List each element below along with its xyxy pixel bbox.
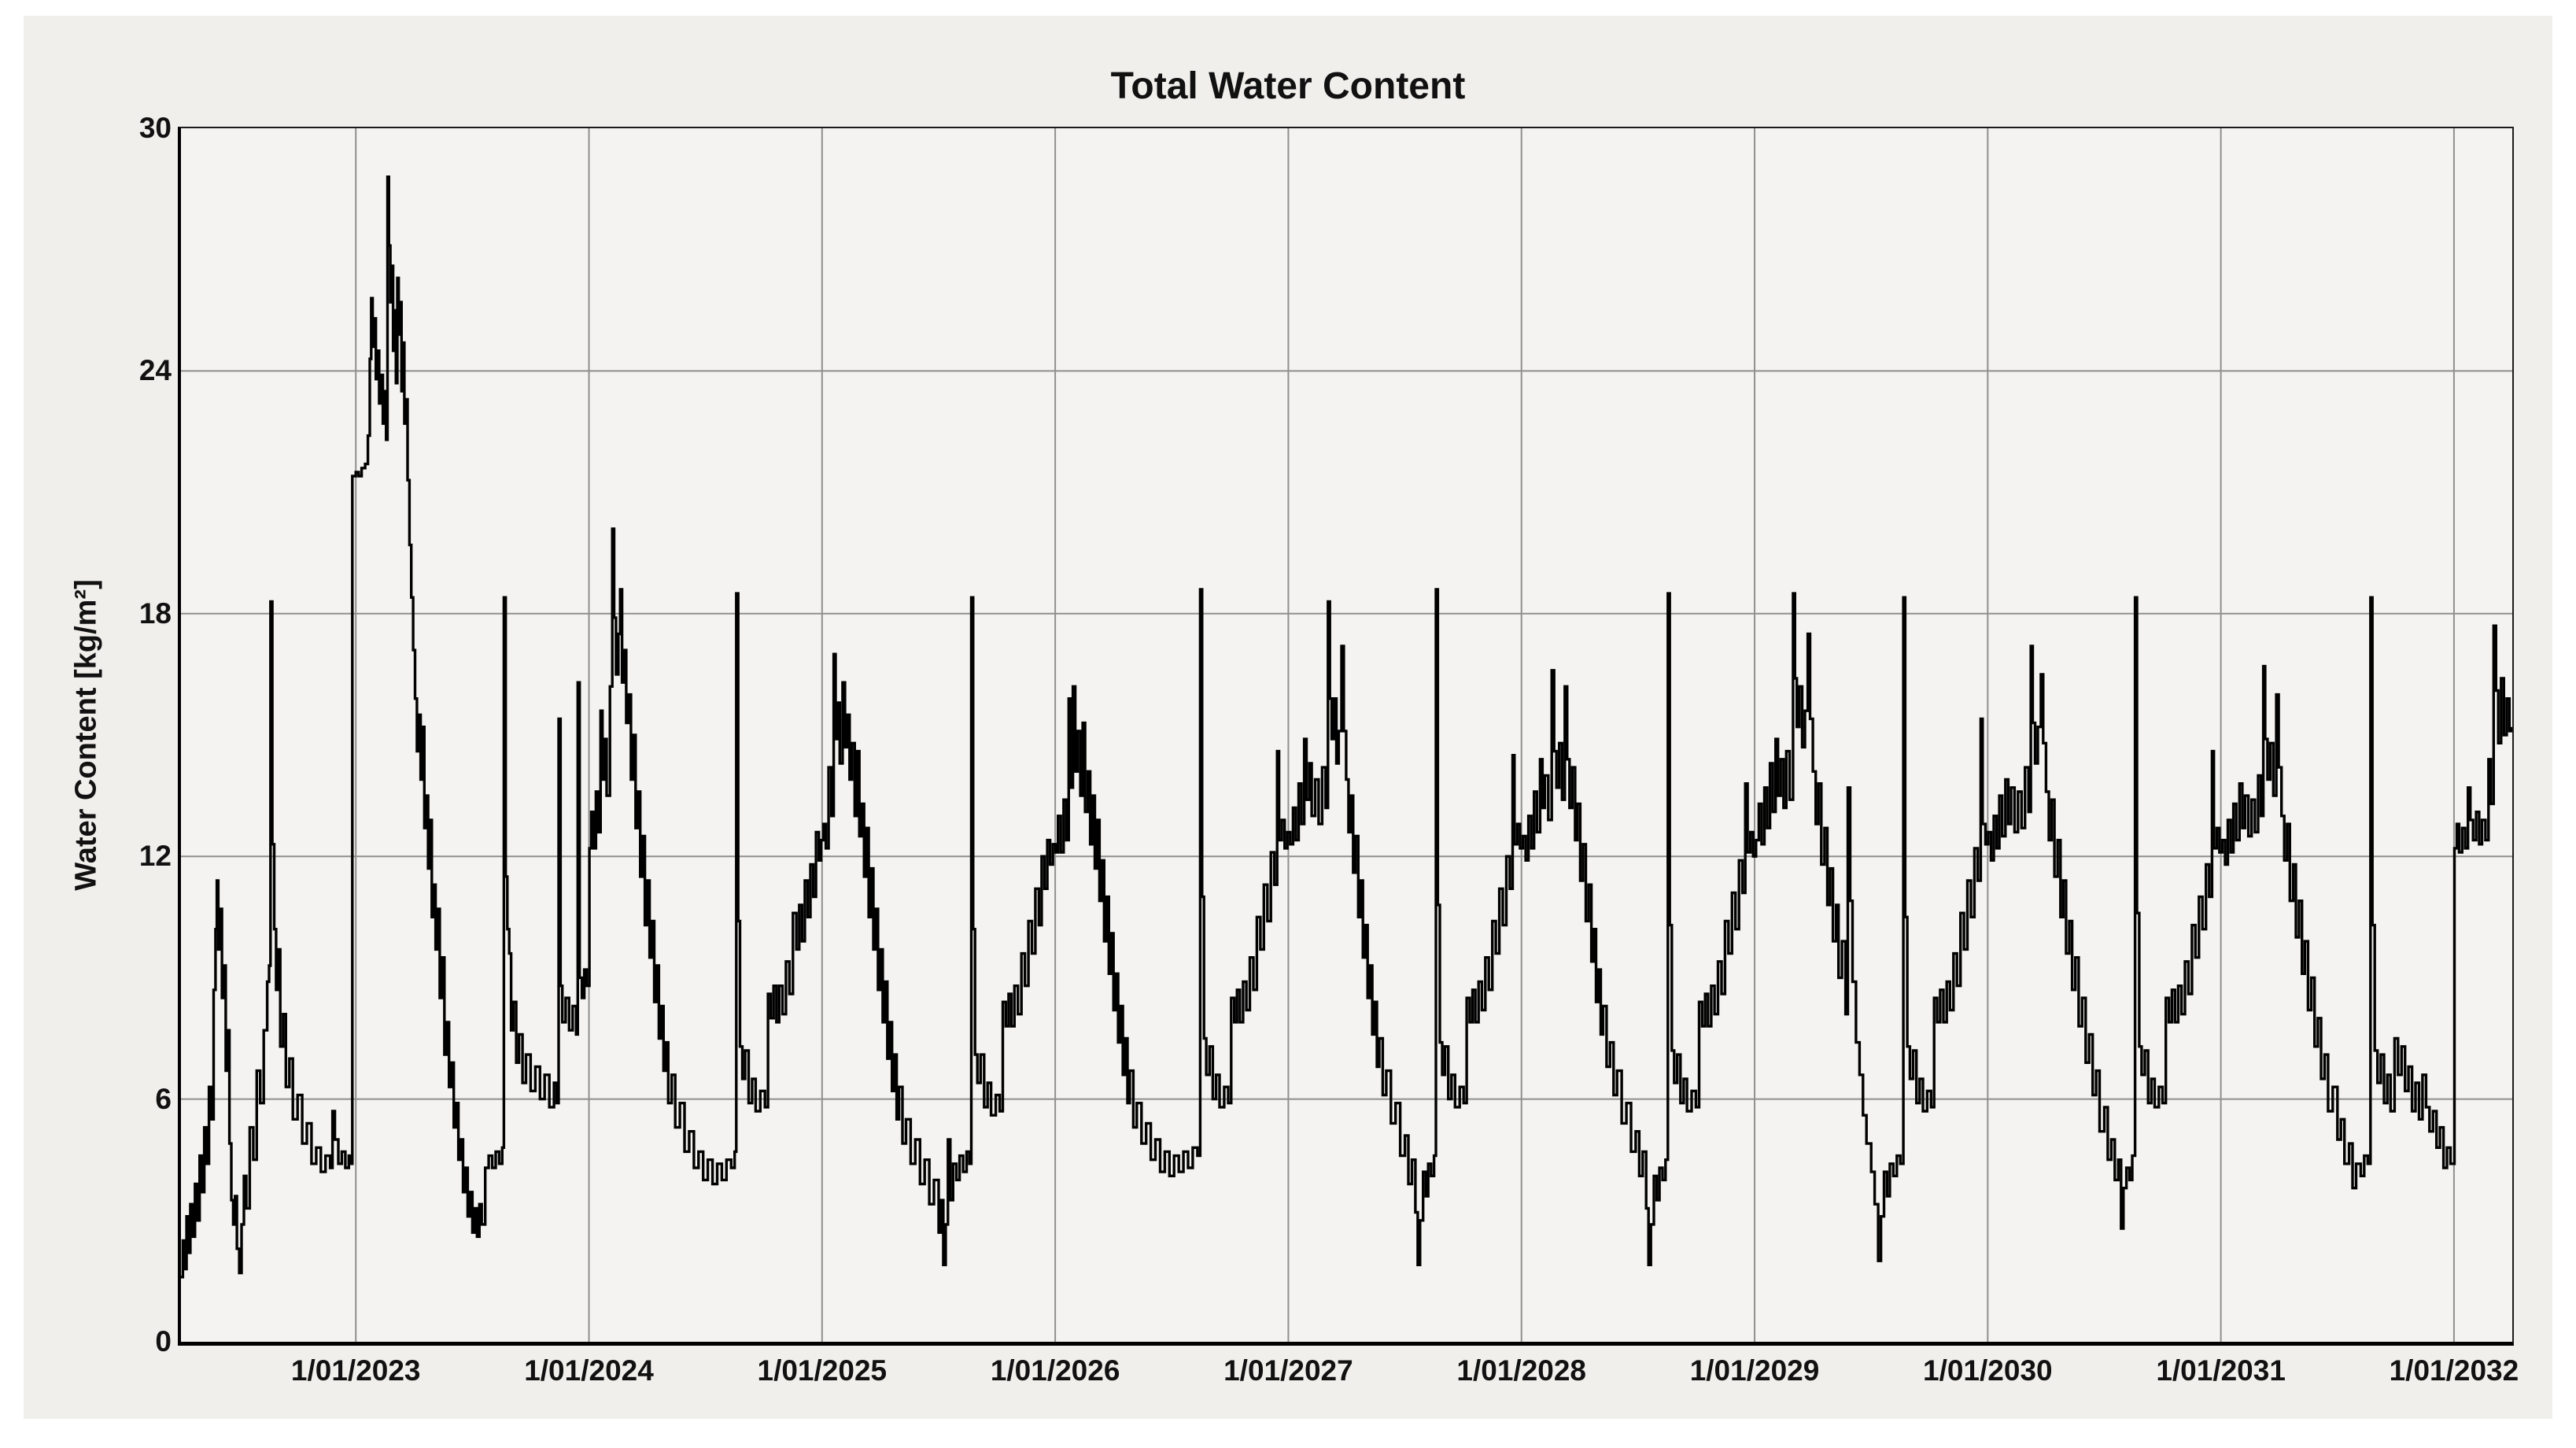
x-tick-label: 1/01/2031: [2156, 1354, 2286, 1387]
x-tick-label: 1/01/2032: [2389, 1354, 2519, 1387]
x-tick-label: 1/01/2029: [1689, 1354, 1820, 1387]
y-tick-label: 24: [138, 354, 172, 387]
chart-title: Total Water Content: [1110, 65, 1466, 107]
chart-canvas: [181, 128, 2512, 1342]
y-tick-label: 12: [138, 840, 172, 873]
x-tick-label: 1/01/2028: [1456, 1354, 1587, 1387]
y-tick-label: 6: [155, 1082, 172, 1115]
x-tick-label: 1/01/2026: [990, 1354, 1120, 1387]
plot-area: [178, 127, 2514, 1346]
y-tick-label: 30: [138, 112, 172, 144]
x-tick-label: 1/01/2030: [1923, 1354, 2053, 1387]
chart-panel: Total Water Content Water Content [kg/m²…: [24, 16, 2552, 1419]
x-tick-label: 1/01/2025: [757, 1354, 888, 1387]
y-tick-label: 18: [138, 597, 172, 630]
water-content-series: [181, 175, 2512, 1279]
x-tick-label: 1/01/2024: [524, 1354, 654, 1387]
x-tick-label: 1/01/2023: [290, 1354, 421, 1387]
y-tick-label: 0: [155, 1325, 172, 1358]
x-tick-label: 1/01/2027: [1223, 1354, 1353, 1387]
